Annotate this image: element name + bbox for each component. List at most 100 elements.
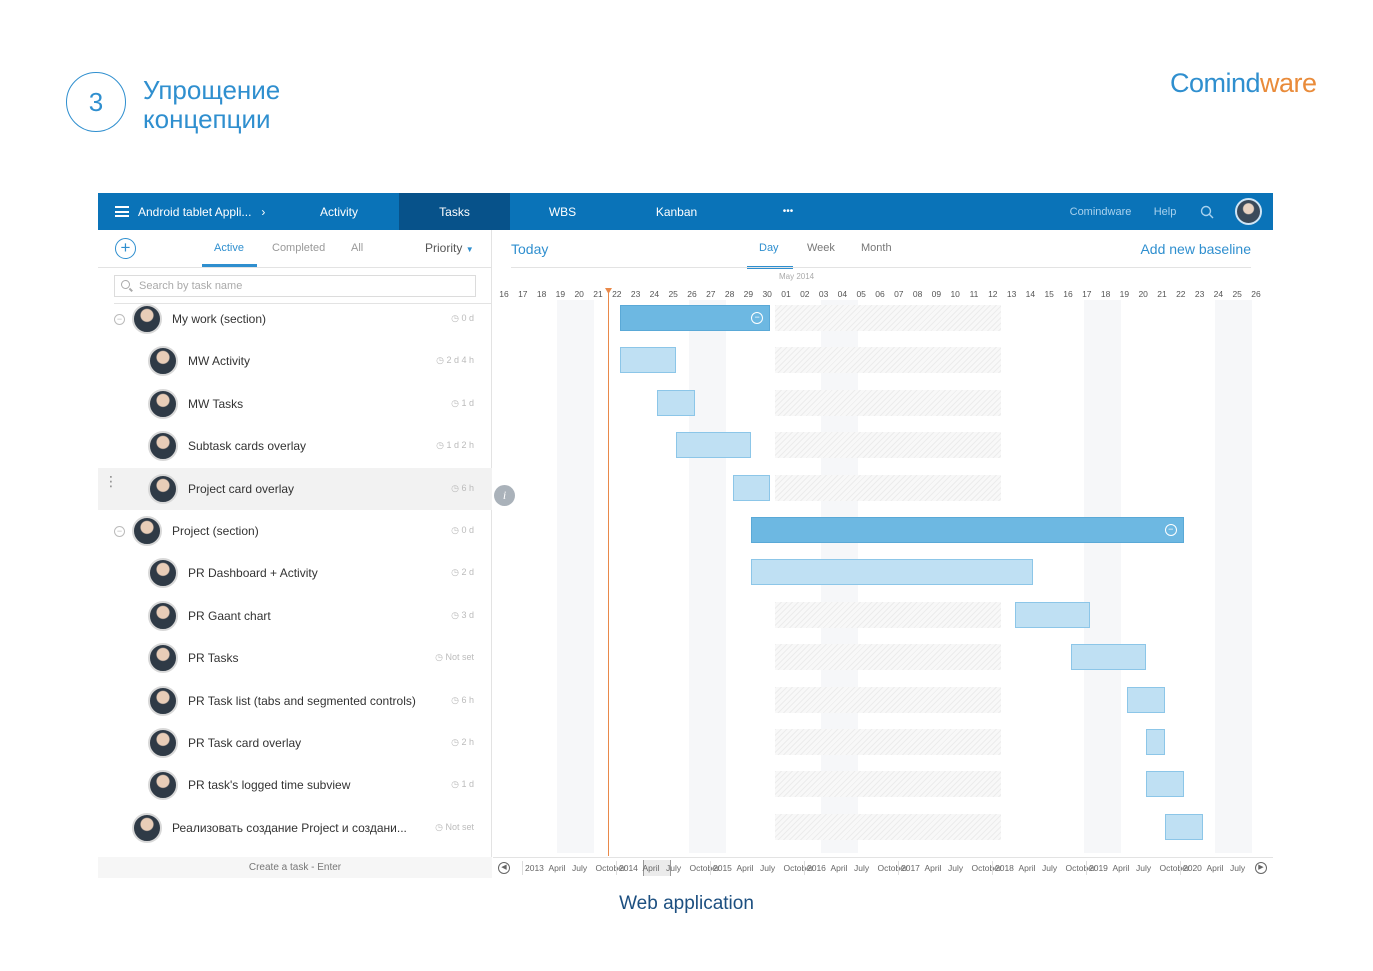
- timeline-tick: [992, 861, 993, 875]
- clock-icon: ◷: [435, 652, 443, 663]
- day-label: 01: [781, 289, 791, 299]
- assignee-avatar: [148, 473, 178, 504]
- day-label: 19: [555, 289, 566, 299]
- tab-kanban[interactable]: Kanban: [655, 204, 698, 219]
- tab-wbs[interactable]: WBS: [548, 204, 577, 219]
- task-bar[interactable]: [1146, 729, 1165, 755]
- task-name: PR Gaant chart: [188, 608, 271, 623]
- task-bar[interactable]: [619, 347, 677, 374]
- filter-all[interactable]: All: [351, 242, 364, 254]
- timeline-navigator: ◀ 2013 April July October 2014 April July Octob…: [493, 857, 1273, 878]
- task-row[interactable]: − Project (section) ◷ 0 d: [98, 510, 492, 552]
- task-row[interactable]: PR Gaant chart ◷ 3 d: [98, 595, 492, 637]
- timeline-label: 2013: [525, 863, 544, 873]
- task-bar[interactable]: [1014, 601, 1090, 628]
- task-bar[interactable]: [1127, 686, 1165, 713]
- task-duration: ◷ 2 h: [451, 737, 474, 748]
- task-duration-value: 2 h: [461, 737, 474, 747]
- timeline-label: July: [666, 863, 682, 873]
- task-row[interactable]: − My work (section) ◷ 0 d: [98, 298, 492, 340]
- info-icon[interactable]: i: [494, 485, 515, 506]
- task-search-input[interactable]: [139, 278, 469, 294]
- task-duration: ◷ Not set: [435, 652, 474, 663]
- filter-completed[interactable]: Completed: [272, 242, 326, 254]
- scale-week[interactable]: Week: [807, 242, 835, 254]
- task-list-panel: + Active Completed All Priority ▼ − My wo…: [98, 230, 492, 878]
- task-row[interactable]: PR Tasks ◷ Not set: [98, 637, 492, 679]
- task-duration: ◷ 1 d: [451, 398, 474, 409]
- day-label: 18: [1100, 289, 1111, 299]
- filter-active[interactable]: Active: [214, 242, 244, 254]
- timeline-window-handle[interactable]: [643, 860, 671, 876]
- task-row[interactable]: PR task's logged time subview ◷ 1 d: [98, 764, 492, 806]
- task-row[interactable]: Subtask cards overlay ◷ 1 d 2 h: [98, 425, 492, 467]
- today-button[interactable]: Today: [511, 241, 549, 257]
- tab-tasks[interactable]: Tasks: [399, 193, 510, 230]
- day-label: 19: [1119, 289, 1130, 299]
- task-row[interactable]: PR Task list (tabs and segmented control…: [98, 680, 492, 722]
- task-row[interactable]: MW Tasks ◷ 1 d: [98, 383, 492, 425]
- day-label: 17: [518, 289, 528, 299]
- task-bar[interactable]: [732, 474, 771, 501]
- collapse-icon[interactable]: −: [1164, 524, 1177, 536]
- task-row[interactable]: MW Activity ◷ 2 d 4 h: [98, 340, 492, 382]
- section-bar[interactable]: −: [619, 305, 771, 331]
- timeline-label: July: [854, 863, 870, 873]
- task-duration-value: 2 d 4 h: [446, 355, 474, 366]
- day-label: 27: [706, 289, 716, 299]
- timeline-label: July: [948, 863, 964, 873]
- day-label: 25: [668, 289, 678, 299]
- menu-icon[interactable]: [115, 206, 129, 217]
- clock-icon: ◷: [451, 779, 459, 790]
- project-selector[interactable]: Android tablet Appli... ›: [138, 193, 273, 230]
- timeline-label: April: [924, 863, 942, 873]
- timeline-label: October: [971, 863, 1002, 873]
- day-label: 16: [499, 289, 509, 299]
- task-duration: ◷ 0 d: [451, 525, 474, 536]
- section-bar[interactable]: −: [751, 517, 1184, 543]
- day-label: 24: [1213, 289, 1224, 299]
- task-duration-value: 3 d: [461, 609, 474, 620]
- task-row[interactable]: PR Dashboard + Activity ◷ 2 d: [98, 552, 492, 594]
- collapse-toggle-icon[interactable]: −: [114, 314, 125, 325]
- task-bar[interactable]: [751, 559, 1034, 586]
- task-row[interactable]: ⋮ Project card overlay ◷ 6 h: [98, 467, 492, 510]
- timeline-next-icon[interactable]: ▶: [1255, 862, 1267, 874]
- add-baseline-link[interactable]: Add new baseline: [1140, 241, 1251, 257]
- company-link[interactable]: Comindware: [1069, 205, 1132, 218]
- task-bar[interactable]: [1146, 771, 1184, 798]
- day-label: 17: [1082, 289, 1092, 299]
- collapse-icon[interactable]: −: [751, 312, 764, 324]
- nonworking-period: [775, 686, 1001, 713]
- timeline-label: April: [548, 863, 566, 873]
- brand-logo: Comindware: [1170, 68, 1317, 99]
- create-task-hint[interactable]: Create a task - Enter: [98, 857, 492, 878]
- task-bar[interactable]: [676, 432, 752, 459]
- task-row[interactable]: PR Task card overlay ◷ 2 h: [98, 722, 492, 764]
- day-label: 26: [687, 289, 697, 299]
- help-link[interactable]: Help: [1153, 205, 1177, 218]
- collapse-toggle-icon[interactable]: −: [114, 526, 125, 537]
- task-row[interactable]: Реализовать создание Project и создани..…: [98, 807, 492, 849]
- search-icon[interactable]: [1195, 193, 1219, 230]
- timeline-label: 2020: [1183, 863, 1202, 873]
- nonworking-period: [775, 432, 1001, 459]
- user-avatar[interactable]: [1235, 198, 1262, 225]
- web-application: Android tablet Appli... › Activity Tasks…: [98, 193, 1273, 878]
- tab-activity[interactable]: Activity: [319, 204, 358, 219]
- timeline-prev-icon[interactable]: ◀: [498, 862, 510, 874]
- day-label: 24: [649, 289, 660, 299]
- timeline-label: April: [1112, 863, 1130, 873]
- drag-handle-icon[interactable]: ⋮: [104, 472, 118, 489]
- task-bar[interactable]: [657, 389, 695, 416]
- add-task-button[interactable]: +: [115, 238, 136, 259]
- assignee-avatar: [132, 304, 162, 334]
- task-name: Project (section): [172, 524, 259, 538]
- more-icon[interactable]: •••: [782, 206, 794, 217]
- task-bar[interactable]: [1165, 813, 1203, 840]
- priority-sort-dropdown[interactable]: Priority ▼: [425, 241, 474, 255]
- assignee-avatar: [132, 812, 162, 843]
- scale-month[interactable]: Month: [861, 242, 892, 254]
- task-bar[interactable]: [1071, 644, 1147, 671]
- scale-day[interactable]: Day: [759, 242, 779, 254]
